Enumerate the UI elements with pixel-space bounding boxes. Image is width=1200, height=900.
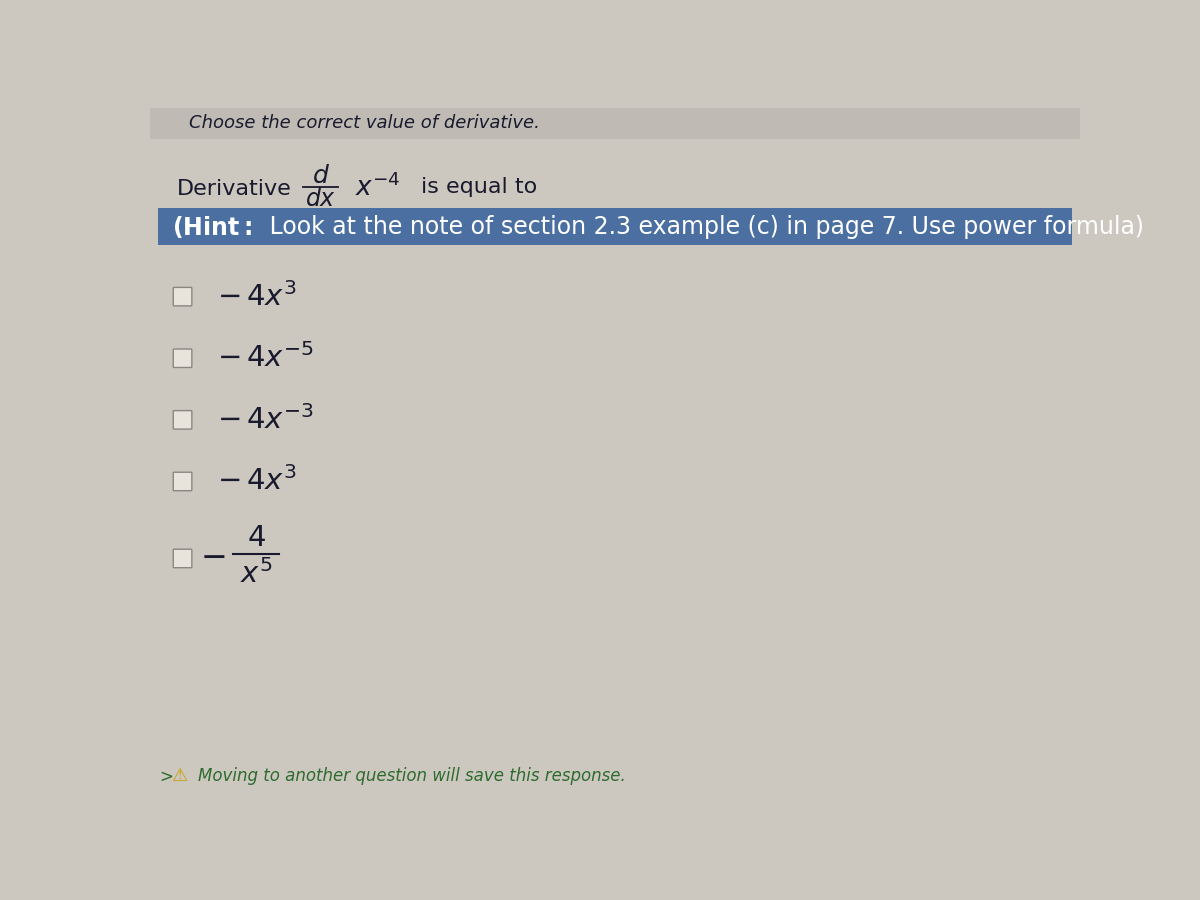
Text: is equal to: is equal to <box>421 177 538 197</box>
Text: Moving to another question will save this response.: Moving to another question will save thi… <box>198 768 626 786</box>
Text: Choose the correct value of derivative.: Choose the correct value of derivative. <box>188 114 540 132</box>
FancyBboxPatch shape <box>173 349 192 367</box>
Text: $dx$: $dx$ <box>305 187 336 211</box>
Text: Derivative: Derivative <box>178 179 292 199</box>
FancyBboxPatch shape <box>150 108 1080 139</box>
Text: ⚠: ⚠ <box>172 768 187 786</box>
Text: >: > <box>160 768 173 786</box>
Text: $d$: $d$ <box>312 164 330 188</box>
Text: $-\,4x^3$: $-\,4x^3$ <box>217 466 296 497</box>
Text: $4$: $4$ <box>247 524 265 552</box>
Text: $-\,4x^3$: $-\,4x^3$ <box>217 282 296 311</box>
FancyBboxPatch shape <box>173 410 192 429</box>
Text: $-\,4x^{-3}$: $-\,4x^{-3}$ <box>217 405 314 435</box>
Text: Look at the note of section 2.3 example (c) in page 7. Use power formula): Look at the note of section 2.3 example … <box>263 214 1145 238</box>
FancyBboxPatch shape <box>173 472 192 490</box>
Text: $\mathbf{(Hint:}$: $\mathbf{(Hint:}$ <box>172 213 252 239</box>
FancyBboxPatch shape <box>173 549 192 568</box>
Text: $-\,4x^{-5}$: $-\,4x^{-5}$ <box>217 343 314 373</box>
FancyBboxPatch shape <box>173 287 192 306</box>
Text: $-$: $-$ <box>199 542 226 572</box>
Text: $x^{-4}$: $x^{-4}$ <box>355 173 401 202</box>
Text: $x^5$: $x^5$ <box>240 559 272 589</box>
FancyBboxPatch shape <box>157 208 1073 245</box>
